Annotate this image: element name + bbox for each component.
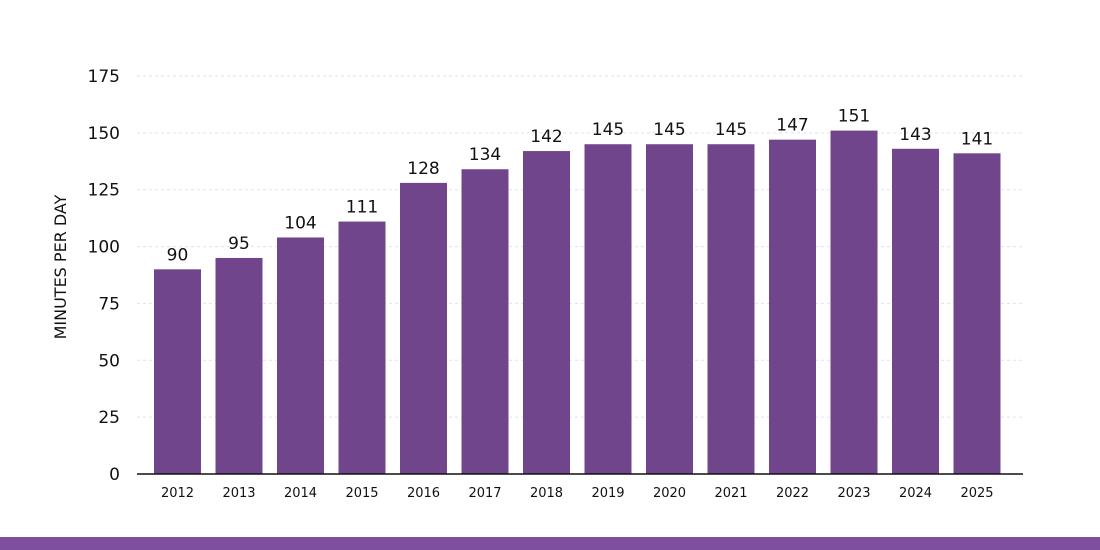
- bars: [154, 130, 1001, 475]
- x-tick-label: 2024: [899, 486, 932, 501]
- data-label: 104: [284, 213, 316, 233]
- x-tick-label: 2025: [960, 486, 993, 501]
- bar-2015: [338, 221, 386, 474]
- data-label: 111: [346, 198, 378, 218]
- x-tick-label: 2013: [222, 486, 255, 501]
- data-label: 151: [838, 107, 870, 127]
- data-label: 128: [407, 159, 439, 179]
- y-tick-label: 0: [109, 465, 120, 485]
- data-label: 134: [469, 145, 501, 165]
- data-label: 142: [530, 127, 562, 147]
- y-tick-label: 175: [88, 67, 120, 87]
- y-tick-label: 50: [98, 351, 120, 371]
- y-axis-label: MINUTES PER DAY: [51, 194, 70, 339]
- x-tick-label: 2018: [530, 486, 563, 501]
- x-tick-label: 2022: [776, 486, 809, 501]
- x-tick-label: 2020: [653, 486, 686, 501]
- bar-2021: [707, 144, 755, 474]
- x-tick-label: 2023: [837, 486, 870, 501]
- x-tick-label: 2014: [284, 486, 317, 501]
- bar-2018: [523, 151, 570, 474]
- bar-2016: [400, 182, 447, 475]
- x-tick-label: 2016: [407, 486, 440, 501]
- y-tick-labels: 0 25 50 75 100 125 150 175: [88, 67, 120, 485]
- data-label: 90: [167, 245, 189, 265]
- bar-2025: [953, 153, 1001, 474]
- gridlines: [137, 75, 1023, 418]
- y-tick-label: 125: [88, 181, 120, 201]
- x-tick-label: 2019: [591, 486, 624, 501]
- bar-2014: [277, 237, 324, 474]
- footer-strip: [0, 537, 1100, 550]
- y-tick-label: 75: [98, 294, 120, 314]
- y-tick-label: 100: [88, 238, 120, 258]
- x-tick-label: 2012: [161, 486, 194, 501]
- data-label: 141: [961, 129, 993, 149]
- y-tick-label: 25: [98, 408, 120, 428]
- y-tick-label: 150: [88, 124, 120, 144]
- data-labels: 90 95 104 111 128 134 142 145 145 145 147 151 143 141: [167, 107, 994, 266]
- data-label: 95: [228, 234, 250, 254]
- data-label: 145: [592, 120, 624, 140]
- bar-2022: [769, 139, 816, 474]
- data-label: 145: [653, 120, 685, 140]
- data-label: 143: [899, 125, 931, 145]
- x-tick-labels: 2012 2013 2014 2015 2016 2017 2018 2019 2020 2021…: [161, 486, 994, 501]
- data-label: 145: [715, 120, 747, 140]
- bar-2020: [646, 144, 693, 474]
- bar-2012: [154, 269, 201, 474]
- x-tick-label: 2021: [714, 486, 747, 501]
- bar-2017: [461, 169, 509, 474]
- data-label: 147: [776, 116, 808, 136]
- bar-2013: [215, 257, 263, 474]
- bar-2023: [830, 130, 878, 474]
- bar-2024: [892, 148, 939, 474]
- bar-2019: [584, 144, 632, 474]
- x-tick-label: 2015: [345, 486, 378, 501]
- x-tick-label: 2017: [468, 486, 501, 501]
